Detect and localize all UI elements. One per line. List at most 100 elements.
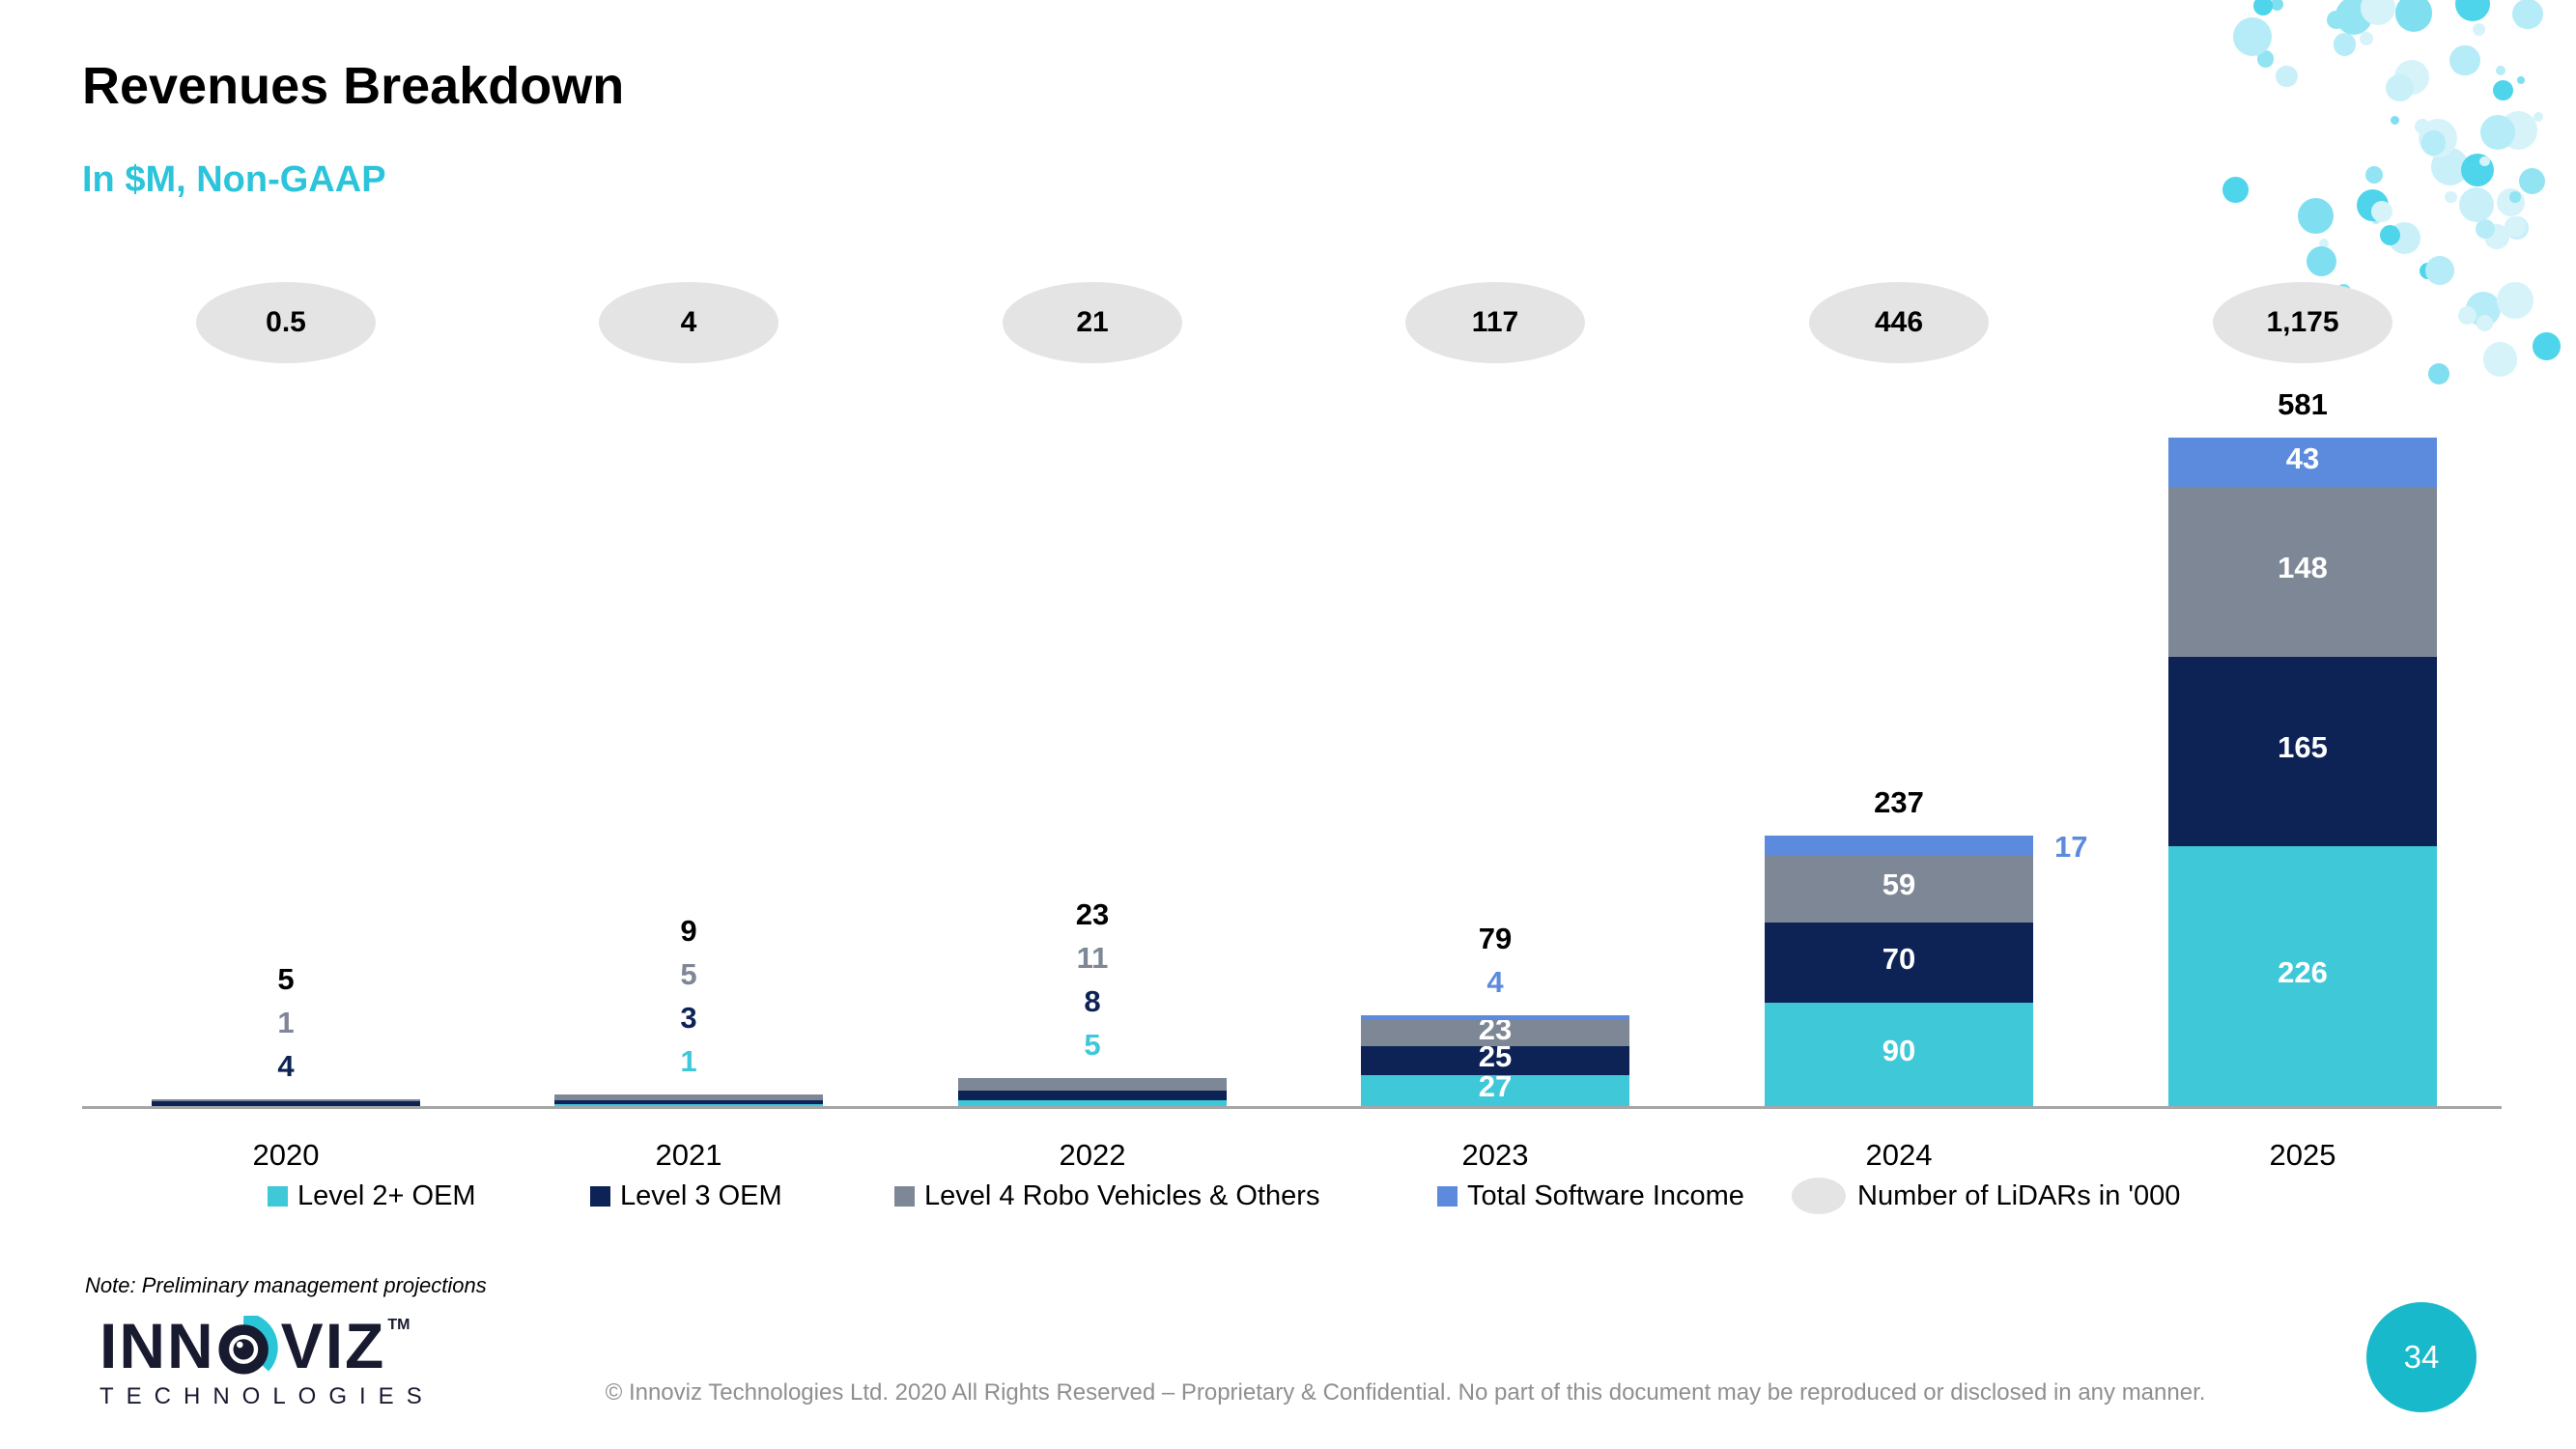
bar-segment-blue: [1765, 836, 2033, 855]
decor-dot: [2449, 44, 2480, 76]
page-number: 34: [2403, 1339, 2440, 1375]
innoviz-eye-icon: [218, 1316, 278, 1375]
logo-text-right: VIZ: [280, 1310, 386, 1381]
decor-dot: [2222, 176, 2249, 203]
segment-value-label: 59: [1882, 867, 1916, 901]
bar-segment-navy: 25: [1361, 1039, 1629, 1075]
decor-dot: [2232, 16, 2272, 56]
above-bar-labels: 79 4: [1399, 917, 1592, 1004]
lidar-count-badge: 21: [1003, 282, 1182, 363]
above-bar-labels: 581: [2206, 383, 2399, 426]
bar-segment-navy: 70: [1765, 923, 2033, 1003]
decor-dot: [2534, 112, 2543, 122]
page-number-badge: 34: [2366, 1302, 2477, 1412]
series-value-label: 4: [277, 1049, 295, 1083]
series-value-label: 4: [1486, 965, 1504, 999]
decor-dot: [2496, 66, 2506, 75]
decor-dot: [2380, 225, 2401, 246]
decor-dot: [2518, 167, 2546, 195]
decor-dot: [2334, 33, 2357, 56]
logo-text-left: INN: [99, 1310, 215, 1381]
decor-dot: [2479, 156, 2490, 167]
legend-label: Level 4 Robo Vehicles & Others: [924, 1179, 1320, 1211]
decor-dot: [2455, 0, 2491, 21]
decor-dot: [2479, 114, 2516, 150]
logo-trademark: TM: [387, 1317, 410, 1333]
bar-total-label: 79: [1478, 922, 1513, 955]
legend-swatch-icon: [590, 1185, 610, 1207]
bar-segment-gray: 59: [1765, 855, 2033, 923]
decor-dot: [2496, 187, 2525, 216]
segment-value-label: 226: [2278, 955, 2328, 989]
decor-dot: [2306, 245, 2337, 277]
decor-dot: [2415, 118, 2430, 134]
decor-dot: [2420, 262, 2437, 280]
decor-dot: [2371, 200, 2393, 222]
lidar-count-badge: 1,175: [2213, 282, 2392, 363]
decor-dot: [2472, 22, 2486, 37]
legend-item-gray: Level 4 Robo Vehicles & Others: [894, 1177, 1319, 1215]
x-axis-category-label: 2025: [2269, 1138, 2336, 1172]
decor-dot: [2497, 282, 2534, 319]
legend-swatch-icon: [894, 1185, 915, 1207]
decor-dot: [2270, 0, 2283, 11]
legend-label: Number of LiDARs in '000: [1857, 1179, 2181, 1211]
decor-dot: [2389, 222, 2420, 254]
decor-dot: [2457, 305, 2477, 325]
lidar-count-badge: 117: [1405, 282, 1585, 363]
decor-dot: [2499, 111, 2537, 150]
bar-segment-cyan: [554, 1104, 823, 1106]
decor-dot: [2493, 79, 2514, 100]
decor-dot: [2482, 342, 2518, 377]
decor-dot: [2492, 341, 2506, 355]
legend-item-navy: Level 3 OEM: [590, 1177, 782, 1215]
decor-dot: [2533, 332, 2562, 361]
bar-segment-navy: [554, 1100, 823, 1104]
decor-dot: [2475, 218, 2496, 240]
decor-dot: [2420, 130, 2447, 156]
series-value-label: 5: [680, 957, 697, 991]
decor-dot: [2476, 315, 2493, 332]
bar-total-label: 9: [680, 914, 697, 948]
bar-segment-gray: [152, 1099, 420, 1101]
decor-dot: [2327, 10, 2346, 29]
legend-ellipse-icon: [1792, 1178, 1846, 1214]
decor-dot: [2335, 0, 2373, 35]
decor-dot: [2390, 115, 2399, 125]
x-axis-category-label: 2023: [1461, 1138, 1529, 1172]
bar-total-label: 5: [277, 962, 295, 996]
decor-dot: [2505, 216, 2529, 241]
decor-dot: [2394, 0, 2433, 32]
legend-label: Level 3 OEM: [620, 1179, 782, 1211]
decor-dot: [2393, 59, 2430, 96]
bar-total-label: 237: [1874, 785, 1924, 819]
series-value-label: 11: [1076, 941, 1109, 975]
decor-dot: [2357, 188, 2389, 221]
decor-dot: [2431, 147, 2470, 185]
bar-segment-cyan: 27: [1361, 1069, 1629, 1106]
decor-dot: [2360, 32, 2374, 46]
page-title: Revenues Breakdown: [82, 57, 625, 115]
decor-dot: [2253, 0, 2274, 16]
x-axis-category-label: 2020: [252, 1138, 320, 1172]
series-value-label: 5: [1084, 1028, 1101, 1062]
series-value-label: 1: [277, 1006, 295, 1039]
decor-dot: [2445, 190, 2457, 204]
decor-dot: [2465, 292, 2501, 327]
series-value-label: 3: [680, 1001, 697, 1035]
legend-label: Total Software Income: [1467, 1179, 1744, 1211]
decor-dot: [2516, 75, 2526, 85]
bar-segment-navy: [958, 1091, 1227, 1100]
bar-segment-gray: [958, 1078, 1227, 1091]
bar-segment-navy: 165: [2168, 657, 2437, 846]
segment-value-label: 165: [2278, 730, 2328, 764]
legend-item-blue: Total Software Income: [1437, 1177, 1744, 1215]
decor-dot: [2512, 0, 2544, 30]
lidar-count-badge: 4: [599, 282, 778, 363]
lidar-count-badge: 446: [1809, 282, 1989, 363]
x-axis-line: [82, 1106, 2502, 1109]
lidar-count-badge: 0.5: [196, 282, 376, 363]
bar-segment-gray: 23: [1361, 1012, 1629, 1046]
decor-dot: [2364, 165, 2383, 184]
